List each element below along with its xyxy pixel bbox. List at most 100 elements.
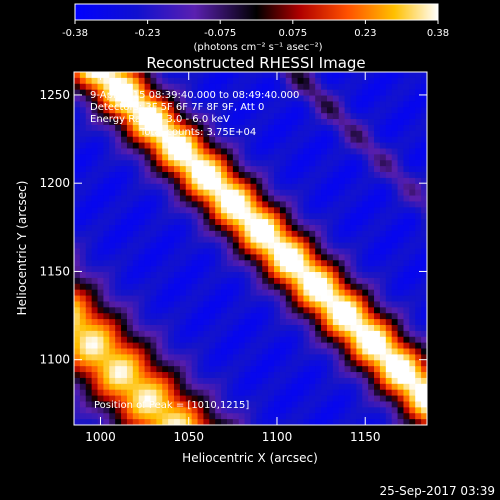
heatmap-cell: [91, 377, 99, 385]
heatmap-cell: [150, 360, 157, 367]
heatmap-cell: [274, 142, 281, 150]
heatmap-cell: [344, 124, 352, 132]
heatmap-cell: [332, 113, 340, 120]
heatmap-cell: [285, 148, 293, 155]
heatmap-cell: [403, 354, 410, 361]
heatmap-cell: [309, 72, 316, 79]
heatmap-cell: [115, 313, 122, 320]
heatmap-cell: [391, 419, 399, 425]
heatmap-cell: [350, 124, 357, 132]
heatmap-cell: [85, 195, 93, 203]
heatmap-cell: [374, 195, 381, 203]
heatmap-cell: [285, 72, 293, 79]
heatmap-cell: [285, 407, 293, 414]
heatmap-cell: [385, 195, 393, 203]
heatmap-cell: [115, 101, 122, 108]
heatmap-cell: [215, 383, 222, 391]
heatmap-cell: [303, 313, 310, 320]
heatmap-cell: [215, 207, 222, 214]
heatmap-cell: [179, 119, 187, 126]
heatmap-cell: [209, 195, 216, 203]
heatmap-cell: [156, 407, 163, 414]
heatmap-cell: [374, 260, 381, 267]
heatmap-cell: [203, 324, 210, 332]
heatmap-cell: [421, 283, 427, 291]
heatmap-cell: [391, 413, 399, 420]
heatmap-cell: [291, 348, 299, 355]
heatmap-cell: [138, 77, 146, 85]
heatmap-cell: [109, 330, 116, 338]
heatmap-cell: [138, 377, 146, 385]
heatmap-cell: [279, 224, 287, 232]
heatmap-cell: [185, 224, 193, 232]
heatmap-cell: [97, 95, 105, 103]
heatmap-cell: [79, 230, 87, 238]
heatmap-cell: [185, 401, 193, 408]
heatmap-cell: [185, 413, 193, 420]
heatmap-cell: [256, 389, 263, 397]
heatmap-cell: [350, 136, 357, 144]
heatmap-cell: [109, 219, 116, 226]
heatmap-cell: [315, 413, 322, 420]
heatmap-cell: [226, 401, 234, 408]
heatmap-cell: [238, 395, 246, 403]
heatmap-cell: [121, 283, 128, 291]
heatmap-cell: [309, 289, 316, 297]
heatmap-cell: [168, 248, 175, 255]
heatmap-cell: [332, 242, 340, 250]
heatmap-cell: [144, 354, 152, 361]
heatmap-cell: [185, 266, 193, 273]
heatmap-cell: [209, 236, 216, 244]
heatmap-cell: [138, 89, 146, 97]
heatmap-cell: [256, 407, 263, 414]
heatmap-cell: [91, 189, 99, 197]
heatmap-cell: [109, 124, 116, 132]
heatmap-cell: [326, 224, 334, 232]
heatmap-cell: [244, 154, 252, 161]
heatmap-cell: [162, 307, 169, 314]
heatmap-cell: [285, 336, 293, 344]
heatmap-cell: [250, 230, 257, 238]
heatmap-cell: [297, 160, 305, 167]
heatmap-cell: [250, 383, 257, 391]
heatmap-cell: [350, 166, 357, 173]
heatmap-cell: [326, 295, 334, 303]
heatmap-cell: [150, 407, 157, 414]
heatmap-cell: [191, 360, 199, 367]
heatmap-cell: [209, 230, 216, 238]
heatmap-cell: [362, 107, 369, 114]
heatmap-cell: [321, 207, 328, 214]
heatmap-cell: [221, 113, 228, 120]
heatmap-cell: [385, 307, 393, 314]
heatmap-cell: [385, 172, 393, 179]
heatmap-cell: [397, 213, 405, 220]
heatmap-cell: [156, 189, 163, 197]
heatmap-cell: [374, 336, 381, 344]
heatmap-cell: [168, 207, 175, 214]
heatmap-cell: [185, 272, 193, 279]
heatmap-cell: [185, 366, 193, 373]
heatmap-cell: [156, 219, 163, 226]
heatmap-cell: [162, 254, 169, 261]
heatmap-cell: [250, 260, 257, 267]
heatmap-cell: [391, 401, 399, 408]
heatmap-cell: [368, 301, 375, 308]
heatmap-cell: [268, 195, 275, 203]
heatmap-cell: [138, 195, 146, 203]
heatmap-cell: [362, 213, 369, 220]
heatmap-cell: [391, 213, 399, 220]
heatmap-cell: [232, 136, 240, 144]
heatmap-cell: [344, 324, 352, 332]
heatmap-cell: [344, 407, 352, 414]
heatmap-cell: [262, 95, 269, 103]
heatmap-cell: [403, 166, 410, 173]
heatmap-cell: [350, 101, 357, 108]
heatmap-cell: [268, 324, 275, 332]
heatmap-cell: [238, 142, 246, 150]
heatmap-cell: [221, 166, 228, 173]
heatmap-cell: [262, 383, 269, 391]
heatmap-cell: [168, 377, 175, 385]
heatmap-cell: [344, 401, 352, 408]
heatmap-cell: [85, 360, 93, 367]
heatmap-cell: [268, 377, 275, 385]
